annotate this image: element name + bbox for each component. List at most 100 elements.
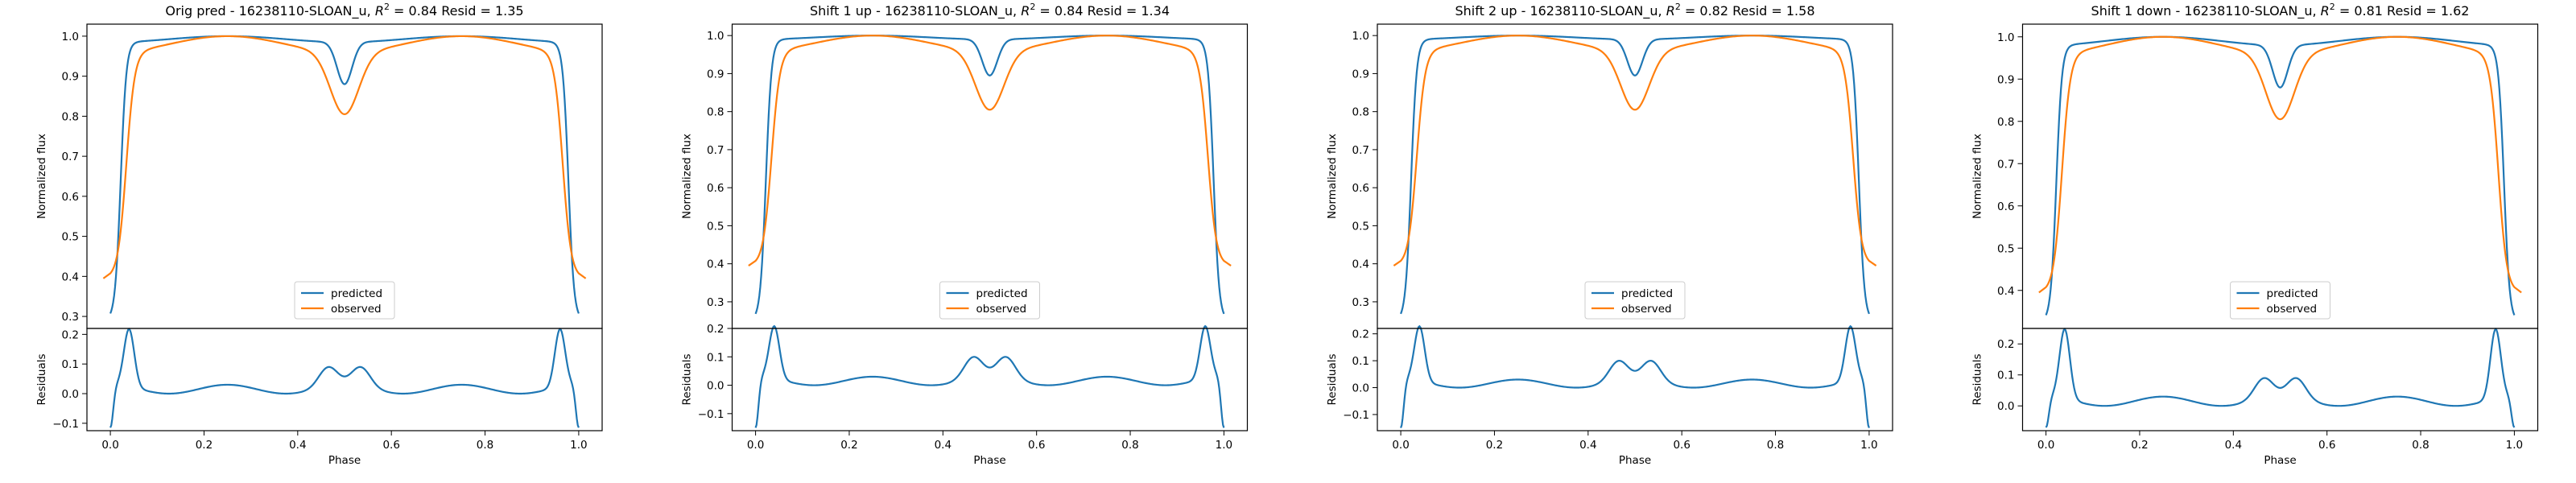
x-tick-label: 0.4 bbox=[1579, 439, 1596, 452]
x-tick-label: 0.2 bbox=[2131, 439, 2148, 452]
y-tick-label: 0.9 bbox=[62, 71, 79, 84]
series-observed-line bbox=[1393, 35, 1877, 266]
x-tick-label: 0.6 bbox=[382, 439, 399, 452]
y-tick-label: 1.0 bbox=[1997, 31, 2014, 44]
legend-box bbox=[294, 281, 395, 320]
y-tick-label: 0.3 bbox=[1352, 296, 1369, 309]
x-tick-label: 1.0 bbox=[1216, 439, 1232, 452]
y-tick-label: 0.5 bbox=[707, 220, 724, 233]
x-tick-label: 0.8 bbox=[2412, 439, 2429, 452]
series-predicted-line bbox=[754, 35, 1225, 315]
residual-y-axis-label: Residuals bbox=[1326, 353, 1339, 405]
r2-symbol: R bbox=[2321, 3, 2330, 19]
x-tick-label: 0.0 bbox=[2037, 439, 2054, 452]
r2-symbol: R bbox=[1021, 3, 1030, 19]
y-tick-label: 0.3 bbox=[707, 296, 724, 309]
legend-label-predicted: predicted bbox=[976, 287, 1028, 300]
residual-y-tick-label: 0.2 bbox=[62, 328, 79, 341]
residual-y-tick-label: 0.2 bbox=[1997, 338, 2014, 351]
legend-label-observed: observed bbox=[331, 303, 382, 316]
y-tick-label: 0.3 bbox=[62, 311, 79, 324]
x-tick-label: 0.8 bbox=[1767, 439, 1784, 452]
residual-y-tick-label: 0.1 bbox=[707, 351, 724, 364]
chart-title: Shift 2 up - 16238110-SLOAN_u, R2 = 0.82… bbox=[1455, 2, 1814, 19]
residual-y-axis-label: Residuals bbox=[1971, 353, 1984, 405]
series-predicted-line bbox=[2045, 35, 2516, 316]
x-tick-label: 0.8 bbox=[1121, 439, 1138, 452]
legend-box bbox=[1584, 281, 1686, 320]
bottom-axes-frame bbox=[731, 328, 1249, 431]
residual-y-tick-label: 0.1 bbox=[62, 358, 79, 371]
y-axis-label: Normalized flux bbox=[681, 134, 694, 219]
x-axis-label: Phase bbox=[1619, 454, 1651, 467]
y-tick-label: 0.9 bbox=[707, 68, 724, 80]
y-tick-label: 0.6 bbox=[707, 182, 724, 195]
chart-title-prefix: Shift 1 down - 16238110-SLOAN_u, bbox=[2091, 3, 2321, 19]
subplot-3: Shift 2 up - 16238110-SLOAN_u, R2 = 0.82… bbox=[1326, 2, 1893, 467]
y-axis-label: Normalized flux bbox=[1971, 134, 1984, 219]
residual-y-axis-label: Residuals bbox=[681, 353, 694, 405]
bottom-axes-frame bbox=[2021, 328, 2539, 431]
y-tick-label: 0.6 bbox=[1352, 182, 1369, 195]
chart-title-suffix: = 0.84 Resid = 1.35 bbox=[390, 3, 524, 19]
y-tick-label: 1.0 bbox=[62, 31, 79, 43]
x-axis-label: Phase bbox=[2264, 454, 2296, 467]
y-tick-label: 0.4 bbox=[1352, 258, 1369, 271]
chart-title-prefix: Shift 2 up - 16238110-SLOAN_u, bbox=[1455, 3, 1666, 19]
x-tick-label: 0.0 bbox=[101, 439, 118, 452]
chart-title-suffix: = 0.84 Resid = 1.34 bbox=[1035, 3, 1170, 19]
y-tick-label: 0.9 bbox=[1352, 68, 1369, 80]
residual-y-axis-label: Residuals bbox=[35, 353, 48, 405]
legend-box bbox=[939, 281, 1040, 320]
residual-y-tick-label: 0.1 bbox=[1997, 369, 2014, 382]
y-tick-label: 0.8 bbox=[1997, 116, 2014, 129]
y-tick-label: 1.0 bbox=[707, 30, 724, 43]
y-tick-label: 0.4 bbox=[707, 258, 724, 271]
r2-exponent: 2 bbox=[384, 2, 390, 12]
residual-y-tick-label: 0.1 bbox=[1352, 355, 1369, 368]
residual-y-tick-label: 0.0 bbox=[1997, 400, 2014, 413]
y-tick-label: 0.5 bbox=[62, 231, 79, 244]
chart-title-suffix: = 0.82 Resid = 1.58 bbox=[1681, 3, 1815, 19]
x-tick-label: 0.6 bbox=[1028, 439, 1045, 452]
y-tick-label: 0.8 bbox=[707, 106, 724, 119]
y-tick-label: 0.8 bbox=[62, 110, 79, 123]
series-predicted-line bbox=[1400, 35, 1870, 315]
x-axis-label: Phase bbox=[973, 454, 1005, 467]
legend-box bbox=[2230, 281, 2330, 320]
chart-title-suffix: = 0.81 Resid = 1.62 bbox=[2335, 3, 2470, 19]
y-tick-label: 0.6 bbox=[1997, 200, 2014, 213]
chart-title: Shift 1 up - 16238110-SLOAN_u, R2 = 0.84… bbox=[810, 2, 1170, 19]
chart-title-prefix: Orig pred - 16238110-SLOAN_u, bbox=[165, 3, 374, 19]
r2-exponent: 2 bbox=[1675, 2, 1681, 12]
r2-symbol: R bbox=[1666, 3, 1675, 19]
series-observed-line bbox=[2038, 35, 2522, 294]
residual-y-tick-label: 0.0 bbox=[62, 388, 79, 401]
residual-y-tick-label: −0.1 bbox=[698, 408, 724, 421]
y-tick-label: 0.9 bbox=[1997, 73, 2014, 86]
y-axis-label: Normalized flux bbox=[1326, 134, 1339, 219]
y-tick-label: 0.5 bbox=[1352, 220, 1369, 233]
legend-label-predicted: predicted bbox=[2267, 287, 2318, 300]
bottom-axes-frame bbox=[1377, 328, 1893, 431]
residual-y-tick-label: 0.0 bbox=[707, 380, 724, 393]
legend-label-observed: observed bbox=[1621, 303, 1672, 316]
legend-label-observed: observed bbox=[976, 303, 1027, 316]
x-tick-label: 0.4 bbox=[935, 439, 952, 452]
residuals-line bbox=[1400, 324, 1870, 428]
x-tick-label: 0.2 bbox=[840, 439, 857, 452]
x-tick-label: 0.6 bbox=[2318, 439, 2335, 452]
subplot-1: Orig pred - 16238110-SLOAN_u, R2 = 0.84 … bbox=[35, 2, 603, 467]
residuals-line bbox=[2045, 328, 2516, 428]
y-tick-label: 0.5 bbox=[1997, 242, 2014, 255]
y-tick-label: 0.7 bbox=[1997, 158, 2014, 171]
r2-exponent: 2 bbox=[1030, 2, 1035, 12]
residual-y-tick-label: 0.2 bbox=[1352, 328, 1369, 341]
x-tick-label: 1.0 bbox=[2506, 439, 2523, 452]
residual-y-tick-label: 0.2 bbox=[707, 323, 724, 336]
x-axis-label: Phase bbox=[328, 454, 361, 467]
chart-title: Orig pred - 16238110-SLOAN_u, R2 = 0.84 … bbox=[165, 2, 523, 19]
legend-label-observed: observed bbox=[2267, 303, 2318, 316]
y-tick-label: 0.7 bbox=[1352, 144, 1369, 157]
